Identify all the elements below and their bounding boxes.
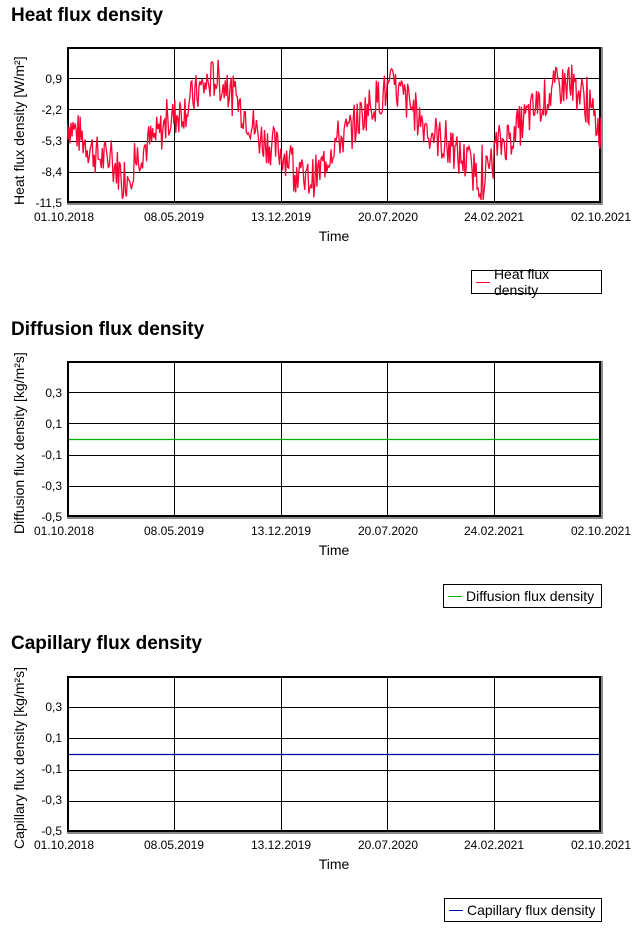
- legend-swatch: [448, 595, 462, 597]
- legend-label: Diffusion flux density: [466, 588, 595, 604]
- diffusion-plot-svg: [67, 361, 601, 517]
- x-tick: 08.05.2019: [143, 210, 205, 224]
- plot-area: [67, 676, 601, 832]
- legend: Capillary flux density: [444, 898, 602, 922]
- y-tick: -8,4: [41, 165, 62, 179]
- x-tick: 13.12.2019: [250, 838, 312, 852]
- legend-swatch: [476, 281, 490, 283]
- y-tick: 0,1: [45, 731, 62, 745]
- chart-title: Heat flux density: [11, 5, 164, 26]
- y-tick: -0,3: [41, 793, 62, 807]
- y-tick: -0,5: [41, 510, 62, 524]
- heat-plot-svg: [67, 47, 601, 203]
- x-tick: 02.10.2021: [570, 838, 632, 852]
- x-tick: 20.07.2020: [357, 210, 419, 224]
- y-tick: 0,1: [45, 417, 62, 431]
- x-tick: 01.10.2018: [33, 210, 95, 224]
- plot-area: [67, 361, 601, 517]
- y-tick: -11,5: [35, 196, 62, 210]
- x-tick: 08.05.2019: [143, 838, 205, 852]
- y-tick: -0,3: [41, 479, 62, 493]
- x-tick: 24.02.2021: [463, 838, 525, 852]
- y-axis-label: Diffusion flux density [kg/m²s]: [11, 352, 27, 534]
- y-axis-label: Capillary flux density [kg/m²s]: [11, 666, 27, 849]
- chart-title: Capillary flux density: [11, 633, 203, 654]
- legend-label: Capillary flux density: [467, 902, 596, 918]
- x-tick: 13.12.2019: [250, 524, 312, 538]
- x-tick: 08.05.2019: [143, 524, 205, 538]
- legend-swatch: [449, 909, 463, 911]
- y-tick: -5,3: [41, 134, 62, 148]
- legend-label: Heat flux density: [493, 266, 550, 298]
- y-tick: -0,1: [41, 448, 62, 462]
- x-tick: 24.02.2021: [463, 210, 525, 224]
- legend: Diffusion flux density: [443, 584, 602, 608]
- x-tick: 02.10.2021: [570, 524, 632, 538]
- x-tick: 24.02.2021: [463, 524, 525, 538]
- x-axis-label: Time: [318, 856, 350, 872]
- capillary-plot-svg: [67, 676, 601, 832]
- y-tick: 0,3: [45, 700, 62, 714]
- y-tick: -2,2: [41, 103, 62, 117]
- legend: Heat flux density: [471, 266, 602, 298]
- x-axis-label: Time: [318, 542, 350, 558]
- chart-title: Diffusion flux density: [11, 319, 205, 340]
- x-tick: 20.07.2020: [357, 524, 419, 538]
- x-tick: 01.10.2018: [33, 838, 95, 852]
- x-tick: 02.10.2021: [570, 210, 632, 224]
- x-tick: 13.12.2019: [250, 210, 312, 224]
- y-tick: 0,3: [45, 386, 62, 400]
- x-tick: 01.10.2018: [33, 524, 95, 538]
- plot-area: [67, 47, 601, 203]
- y-tick: -0,1: [41, 762, 62, 776]
- y-tick: -0,5: [41, 824, 62, 838]
- x-tick: 20.07.2020: [357, 838, 419, 852]
- y-tick: 0,9: [45, 72, 62, 86]
- x-axis-label: Time: [318, 228, 350, 244]
